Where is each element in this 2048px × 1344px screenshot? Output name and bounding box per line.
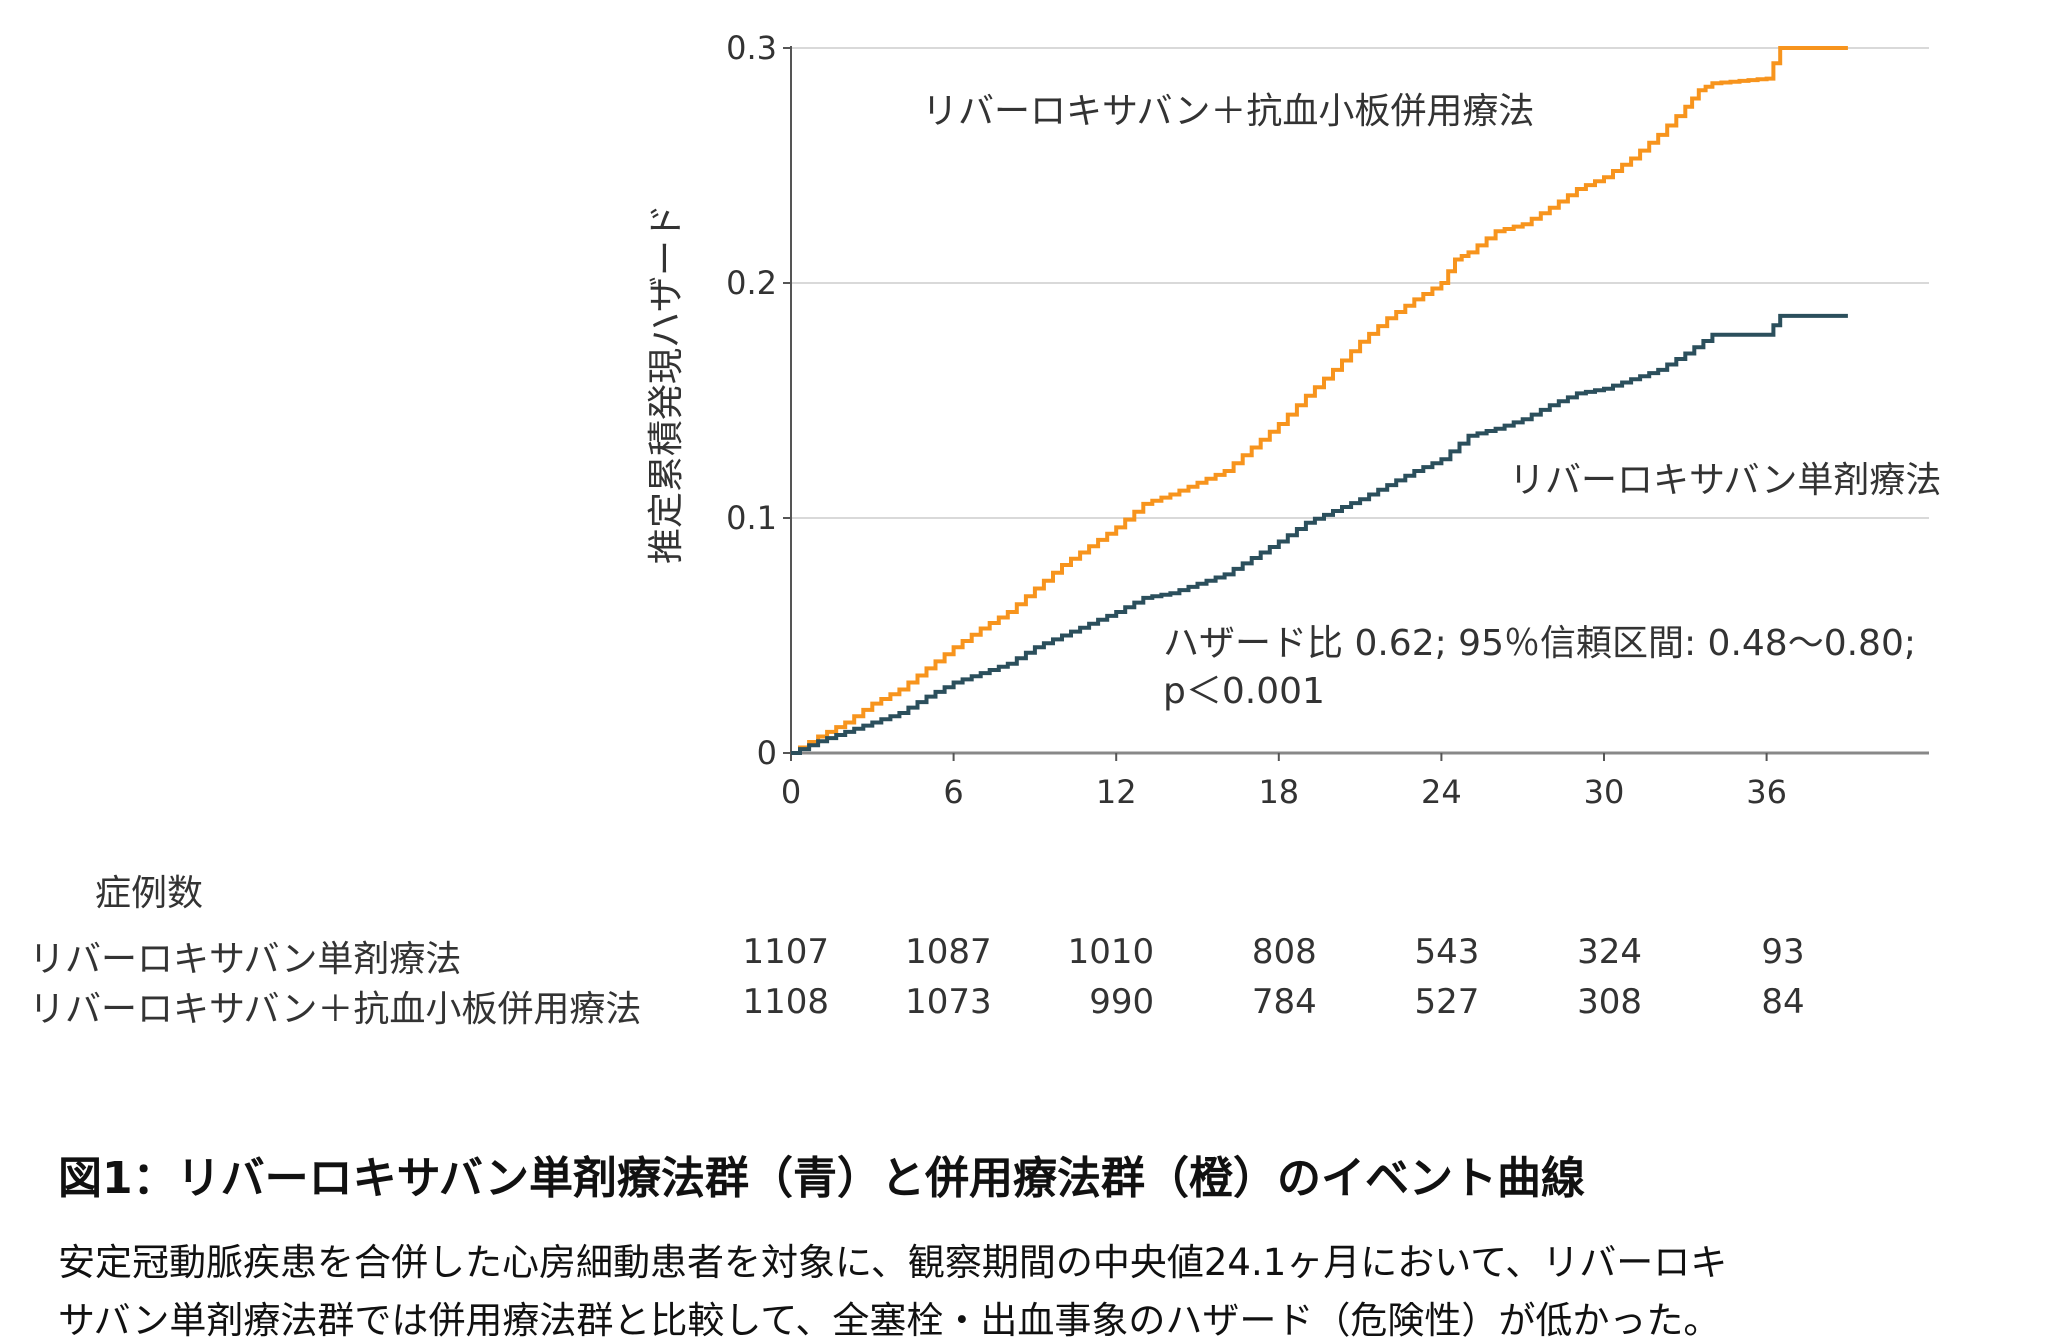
risk-count: 1010 bbox=[1067, 932, 1155, 972]
figure-title: 図1：リバーロキサバン単剤療法群（青）と併用療法群（橙）のイベント曲線 bbox=[58, 1153, 1586, 1204]
risk-count: 808 bbox=[1251, 932, 1317, 972]
x-tick-label: 24 bbox=[1421, 773, 1462, 811]
series-line-combination bbox=[791, 46, 1848, 755]
y-tick-label: 0.3 bbox=[726, 29, 777, 67]
hazard-ratio-line2: p＜0.001 bbox=[1163, 671, 1325, 712]
risk-count: 308 bbox=[1577, 982, 1642, 1022]
caption-line-1: 安定冠動脈疾患を合併した心房細動患者を対象に、観察期間の中央値24.1ヶ月におい… bbox=[58, 1241, 1728, 1284]
caption-line-2: サバン単剤療法群では併用療法群と比較して、全塞栓・出血事象のハザード（危険性）が… bbox=[58, 1299, 1721, 1342]
x-tick-label: 30 bbox=[1584, 773, 1625, 811]
hazard-ratio-line1: ハザード比 0.62; 95％信頼区間: 0.48〜0.80; bbox=[1163, 623, 1916, 664]
y-tick-label: 0 bbox=[757, 734, 777, 772]
risk-count: 1073 bbox=[905, 982, 992, 1022]
x-tick-label: 18 bbox=[1258, 773, 1299, 811]
risk-count: 324 bbox=[1577, 932, 1642, 972]
x-tick-label: 0 bbox=[781, 773, 801, 811]
x-tick-label: 36 bbox=[1746, 773, 1787, 811]
cumulative-hazard-chart: 0 0.1 0.2 0.3 0 6 12 18 24 30 36 bbox=[726, 29, 1929, 811]
x-tick-label: 6 bbox=[943, 773, 963, 811]
risk-count: 1107 bbox=[742, 932, 829, 972]
risk-count: 543 bbox=[1414, 932, 1480, 972]
series-label-combination: リバーロキサバン＋抗血小板併用療法 bbox=[922, 91, 1535, 132]
y-tick-label: 0.1 bbox=[726, 499, 777, 537]
series-line-monotherapy bbox=[791, 313, 1848, 755]
risk-count: 84 bbox=[1761, 982, 1805, 1022]
y-axis-label: 推定累積発現ハザード bbox=[646, 203, 687, 565]
risk-count: 990 bbox=[1089, 982, 1155, 1022]
risk-count: 1087 bbox=[905, 932, 992, 972]
risk-count: 1108 bbox=[742, 982, 829, 1022]
hazard-ratio-annotation: ハザード比 0.62; 95％信頼区間: 0.48〜0.80; p＜0.001 bbox=[1163, 620, 1916, 716]
x-tick-label: 12 bbox=[1096, 773, 1137, 811]
risk-table-header: 症例数 bbox=[95, 873, 204, 914]
y-tick-label: 0.2 bbox=[726, 264, 777, 302]
series-label-monotherapy: リバーロキサバン単剤療法 bbox=[1509, 460, 1942, 501]
risk-count: 527 bbox=[1414, 982, 1480, 1022]
risk-count: 93 bbox=[1761, 932, 1805, 972]
risk-row-label: リバーロキサバン単剤療法 bbox=[29, 939, 462, 980]
risk-count: 784 bbox=[1251, 982, 1317, 1022]
risk-row-label: リバーロキサバン＋抗血小板併用療法 bbox=[29, 989, 642, 1030]
